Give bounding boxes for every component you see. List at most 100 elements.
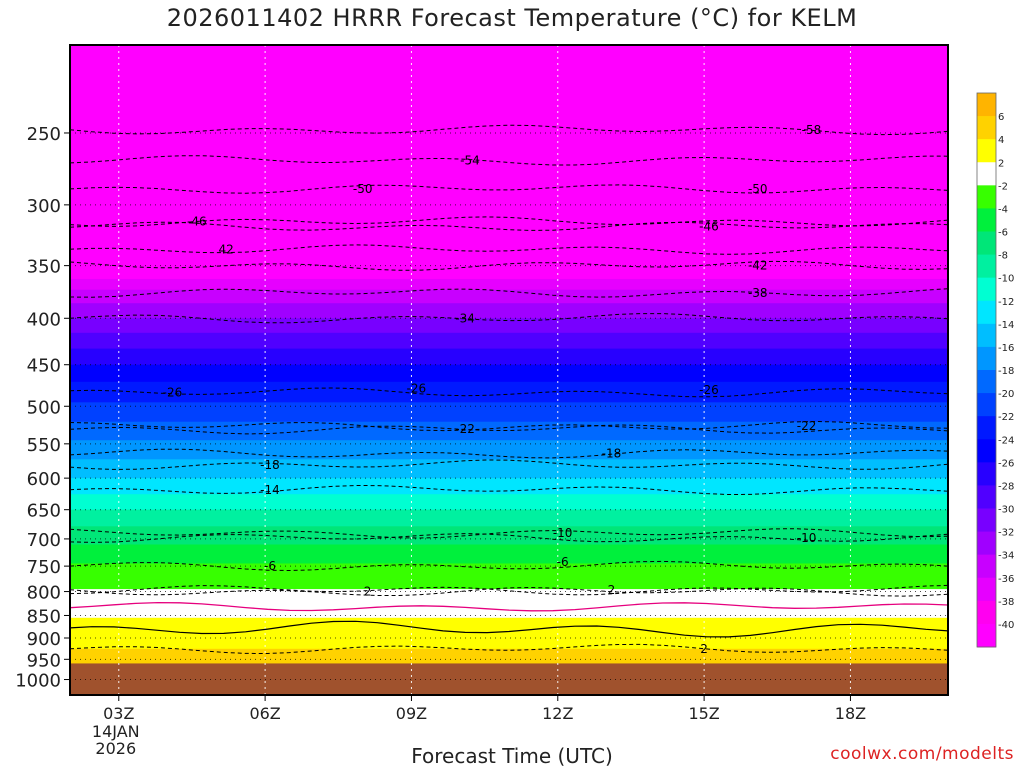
colorbar-label: 6 (998, 112, 1004, 123)
colorbar-label: -16 (998, 343, 1014, 354)
colorbar-swatch (977, 162, 996, 186)
freezing-contour (70, 601, 948, 612)
y-tick-label: 950 (27, 650, 61, 671)
contour-label: -26 (407, 382, 427, 396)
contour-label: -46 (187, 215, 207, 229)
warm-contour (70, 620, 948, 638)
colorbar-swatch (977, 508, 996, 533)
colorbar-label: -36 (998, 574, 1014, 585)
temperature-band (70, 509, 948, 528)
colorbar-swatch (977, 323, 996, 348)
temperature-band (70, 402, 948, 423)
colorbar-swatch (977, 439, 996, 463)
colorbar-swatch (977, 577, 996, 602)
y-tick-label: 900 (27, 629, 61, 650)
y-tick-label: 750 (27, 557, 61, 578)
contour-label: -58 (802, 123, 822, 137)
colorbar-swatch (977, 416, 996, 440)
colorbar-swatch (977, 554, 996, 579)
y-tick-label: 400 (27, 309, 61, 330)
colorbar-label: -8 (998, 251, 1008, 262)
colorbar-label: -28 (998, 481, 1014, 492)
temperature-band (70, 663, 948, 695)
contour-label: 2 (608, 583, 616, 597)
colorbar-label: -30 (998, 505, 1014, 516)
colorbar-label: -14 (998, 320, 1014, 331)
contour-label: -22 (797, 419, 817, 433)
plot-frame (69, 44, 949, 696)
temperature-band (70, 332, 948, 350)
y-tick-label: 350 (27, 257, 61, 278)
temperature-band (70, 478, 948, 496)
contour-label: -10 (553, 526, 573, 540)
colorbar-label: -26 (998, 458, 1014, 469)
y-tick-label: 850 (27, 606, 61, 627)
temperature-band (70, 381, 948, 404)
colorbar-swatch (977, 531, 996, 556)
y-tick-label: 450 (27, 356, 61, 377)
contour-label: -42 (748, 259, 768, 273)
temperature-band (70, 563, 948, 591)
credit-link[interactable]: coolwx.com/modelts (830, 744, 1014, 764)
colorbar-swatch (977, 139, 996, 163)
x-tick-label: 03Z (103, 704, 134, 723)
contour-label: -18 (260, 458, 280, 472)
colorbar-label: -12 (998, 297, 1014, 308)
contour-label: -18 (602, 447, 622, 461)
contour-label: -14 (260, 483, 280, 497)
colorbar-label: -20 (998, 389, 1014, 400)
x-axis-title: Forecast Time (UTC) (411, 744, 613, 768)
colorbar-swatch (977, 393, 996, 417)
temperature-band (70, 459, 948, 480)
y-tick-label: 300 (27, 196, 61, 217)
x-tick-label: 15Z (688, 704, 719, 723)
colorbar-label: -34 (998, 551, 1014, 562)
temperature-band (70, 440, 948, 461)
colorbar-label: 4 (998, 135, 1004, 146)
temperature-band (70, 544, 948, 565)
contour-label: 42 (218, 243, 233, 257)
y-tick-label: 550 (27, 435, 61, 456)
y-tick-label: 1000 (15, 671, 61, 692)
x-tick-sublabel: 14JAN (92, 722, 140, 741)
temperature-band (70, 45, 948, 280)
colorbar-swatch (977, 346, 996, 371)
contour-label: -38 (748, 286, 768, 300)
colorbar-swatch (977, 231, 996, 256)
x-tick-label: 18Z (835, 704, 866, 723)
contour-label: 2 (700, 642, 708, 656)
colorbar-label: -10 (998, 274, 1014, 285)
x-tick-label: 09Z (396, 704, 427, 723)
y-tick-label: 250 (27, 124, 61, 145)
y-tick-label: 800 (27, 583, 61, 604)
temperature-band (70, 289, 948, 305)
y-tick-label: 600 (27, 469, 61, 490)
temperature-band (70, 648, 948, 665)
contour-label: -50 (353, 182, 373, 196)
contour-label: -54 (460, 153, 480, 167)
colorbar-swatch (977, 300, 996, 325)
contour-label: -22 (455, 422, 475, 436)
colorbar-label: -6 (998, 228, 1008, 239)
colorbar-label: -22 (998, 412, 1014, 423)
colorbar-label: -32 (998, 528, 1014, 539)
colorbar-swatch (977, 254, 996, 279)
colorbar-label: -4 (998, 204, 1008, 215)
colorbar-swatch (977, 485, 996, 509)
colorbar-swatch (977, 462, 996, 486)
colorbar-label: -40 (998, 620, 1014, 631)
colorbar-label: -24 (998, 435, 1014, 446)
colorbar-swatch (977, 116, 996, 140)
colorbar-swatch (977, 600, 996, 625)
temperature-band (70, 303, 948, 320)
x-tick-label: 12Z (542, 704, 573, 723)
contour-label: -6 (264, 559, 276, 573)
contour-label: -50 (748, 182, 768, 196)
y-tick-label: 700 (27, 530, 61, 551)
contour-label: -26 (163, 386, 183, 400)
colorbar-swatch (977, 370, 996, 394)
colorbar-label: -38 (998, 597, 1014, 608)
temperature-band (70, 348, 948, 366)
y-tick-label: 650 (27, 501, 61, 522)
temperature-band (70, 589, 948, 619)
